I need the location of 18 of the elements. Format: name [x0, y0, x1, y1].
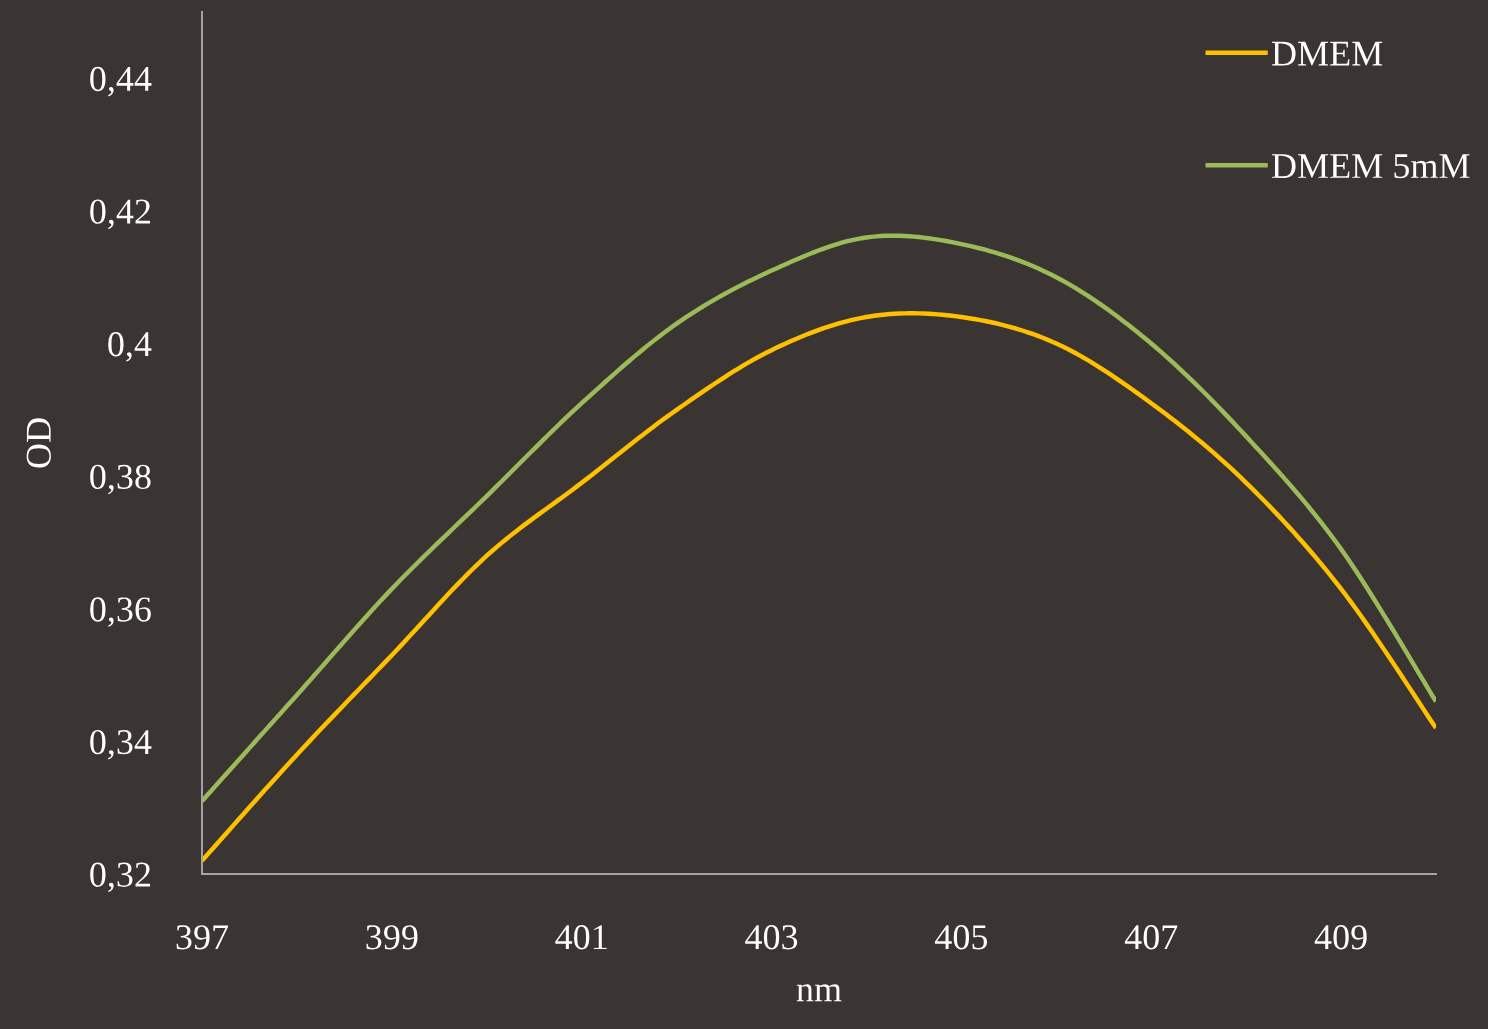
- x-tick-label: 409: [1314, 925, 1367, 950]
- x-tick-label: 401: [555, 925, 607, 950]
- legend-label: DMEM: [1271, 41, 1383, 66]
- x-axis-title: nm: [796, 984, 842, 1002]
- y-tick-label: 0,32: [90, 862, 151, 893]
- x-tick-label: 403: [745, 925, 798, 950]
- y-tick-label: 0,38: [90, 464, 151, 495]
- x-tick-label: 397: [176, 925, 229, 950]
- y-tick-label: 0,34: [90, 729, 152, 760]
- y-tick-label: 0,4: [108, 332, 152, 362]
- y-tick-label: 0,36: [90, 597, 151, 627]
- y-tick-label: 0,42: [90, 199, 151, 229]
- legend-label: DMEM 5mM: [1271, 154, 1470, 179]
- y-tick-label: 0,44: [90, 66, 152, 97]
- x-tick-label: 407: [1124, 925, 1178, 950]
- x-tick-label: 405: [935, 925, 988, 950]
- y-axis-title: OD: [26, 418, 51, 468]
- x-tick-label: 399: [366, 925, 418, 950]
